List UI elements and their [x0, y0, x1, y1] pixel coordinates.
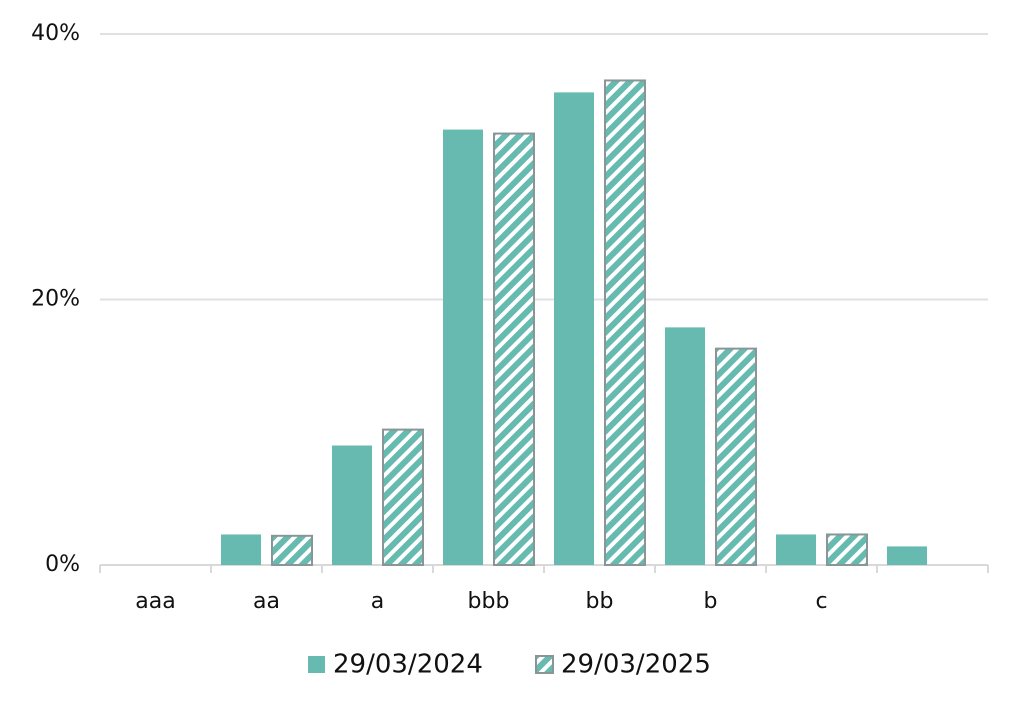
bar: [221, 534, 261, 565]
y-tick-label: 40%: [31, 21, 80, 46]
x-tick-label: b: [704, 589, 718, 614]
bar: [554, 92, 594, 565]
x-tick-label: a: [371, 589, 384, 614]
bar: [776, 534, 816, 565]
x-tick-label: aa: [253, 589, 280, 614]
bar: [665, 327, 705, 565]
bar: [715, 347, 757, 566]
bar: [493, 132, 535, 566]
legend-label: 29/03/2025: [561, 650, 711, 680]
bar: [604, 79, 646, 567]
bar: [443, 129, 483, 565]
bar: [382, 428, 424, 566]
bar: [332, 445, 372, 565]
legend-label: 29/03/2024: [333, 650, 483, 680]
legend-swatch: [308, 656, 325, 673]
bar: [826, 533, 868, 567]
y-tick-label: 0%: [45, 552, 80, 577]
y-tick-label: 20%: [31, 287, 80, 312]
bar: [887, 546, 927, 565]
x-tick-label: bb: [586, 589, 614, 614]
x-tick-label: bbb: [468, 589, 510, 614]
bar: [271, 534, 313, 566]
x-tick-label: c: [815, 589, 827, 614]
x-tick-label: aaa: [135, 589, 175, 614]
legend-swatch: [535, 655, 554, 674]
